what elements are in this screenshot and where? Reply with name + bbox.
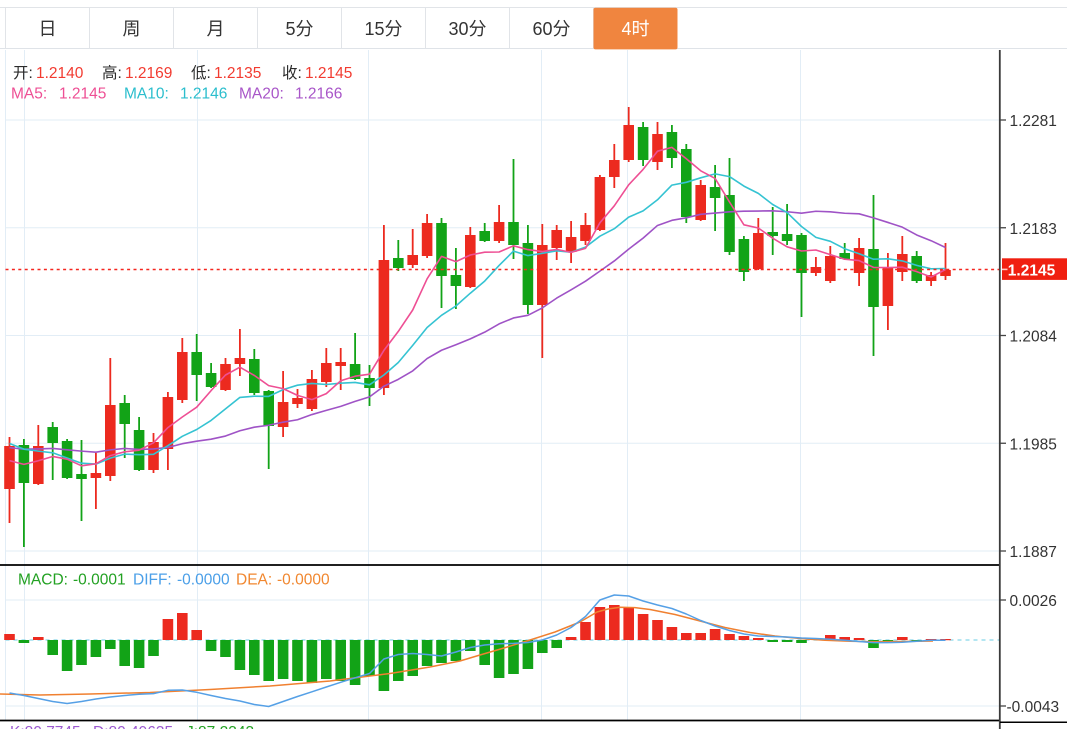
svg-text:60分: 60分 — [532, 19, 570, 39]
svg-text:5分: 5分 — [285, 19, 313, 39]
svg-text:高:: 高: — [102, 64, 122, 82]
svg-text:D:80.49635: D:80.49635 — [93, 724, 173, 729]
svg-text:1.2166: 1.2166 — [295, 86, 342, 103]
svg-text:1.2145: 1.2145 — [59, 86, 106, 103]
svg-text:DEA:: DEA: — [236, 572, 272, 589]
svg-text:-0.0001: -0.0001 — [73, 572, 126, 589]
svg-text:1.2169: 1.2169 — [125, 65, 172, 82]
svg-text:MA20:: MA20: — [239, 86, 284, 103]
svg-text:MA10:: MA10: — [124, 86, 169, 103]
svg-text:-0.0043: -0.0043 — [1007, 699, 1060, 716]
svg-text:1.2140: 1.2140 — [36, 65, 84, 82]
svg-text:开:: 开: — [13, 65, 33, 82]
svg-text:0.0026: 0.0026 — [1010, 593, 1057, 610]
svg-text:DIFF:: DIFF: — [133, 572, 172, 589]
svg-text:日: 日 — [39, 19, 57, 39]
svg-text:1.1887: 1.1887 — [1010, 544, 1057, 561]
svg-text:15分: 15分 — [364, 19, 402, 39]
svg-text:1.2145: 1.2145 — [1008, 263, 1056, 280]
svg-text:4时: 4时 — [621, 19, 649, 39]
svg-text:周: 周 — [123, 19, 141, 39]
svg-text:1.2146: 1.2146 — [180, 86, 227, 103]
svg-text:1.2084: 1.2084 — [1010, 329, 1058, 346]
svg-text:K:80.7745: K:80.7745 — [10, 724, 81, 729]
svg-text:J:87.2343: J:87.2343 — [186, 724, 254, 729]
svg-text:30分: 30分 — [448, 19, 486, 39]
svg-text:MA5:: MA5: — [11, 86, 47, 103]
svg-text:1.2145: 1.2145 — [305, 65, 352, 82]
svg-text:1.2135: 1.2135 — [214, 65, 261, 82]
svg-text:低:: 低: — [191, 64, 211, 82]
svg-text:1.2281: 1.2281 — [1010, 113, 1057, 130]
svg-text:月: 月 — [207, 19, 225, 39]
svg-text:-0.0000: -0.0000 — [277, 572, 330, 589]
svg-text:MACD:: MACD: — [18, 572, 68, 589]
svg-text:1.2183: 1.2183 — [1010, 221, 1057, 238]
svg-text:-0.0000: -0.0000 — [177, 572, 230, 589]
svg-text:收:: 收: — [282, 64, 302, 82]
svg-text:1.1985: 1.1985 — [1010, 436, 1057, 453]
